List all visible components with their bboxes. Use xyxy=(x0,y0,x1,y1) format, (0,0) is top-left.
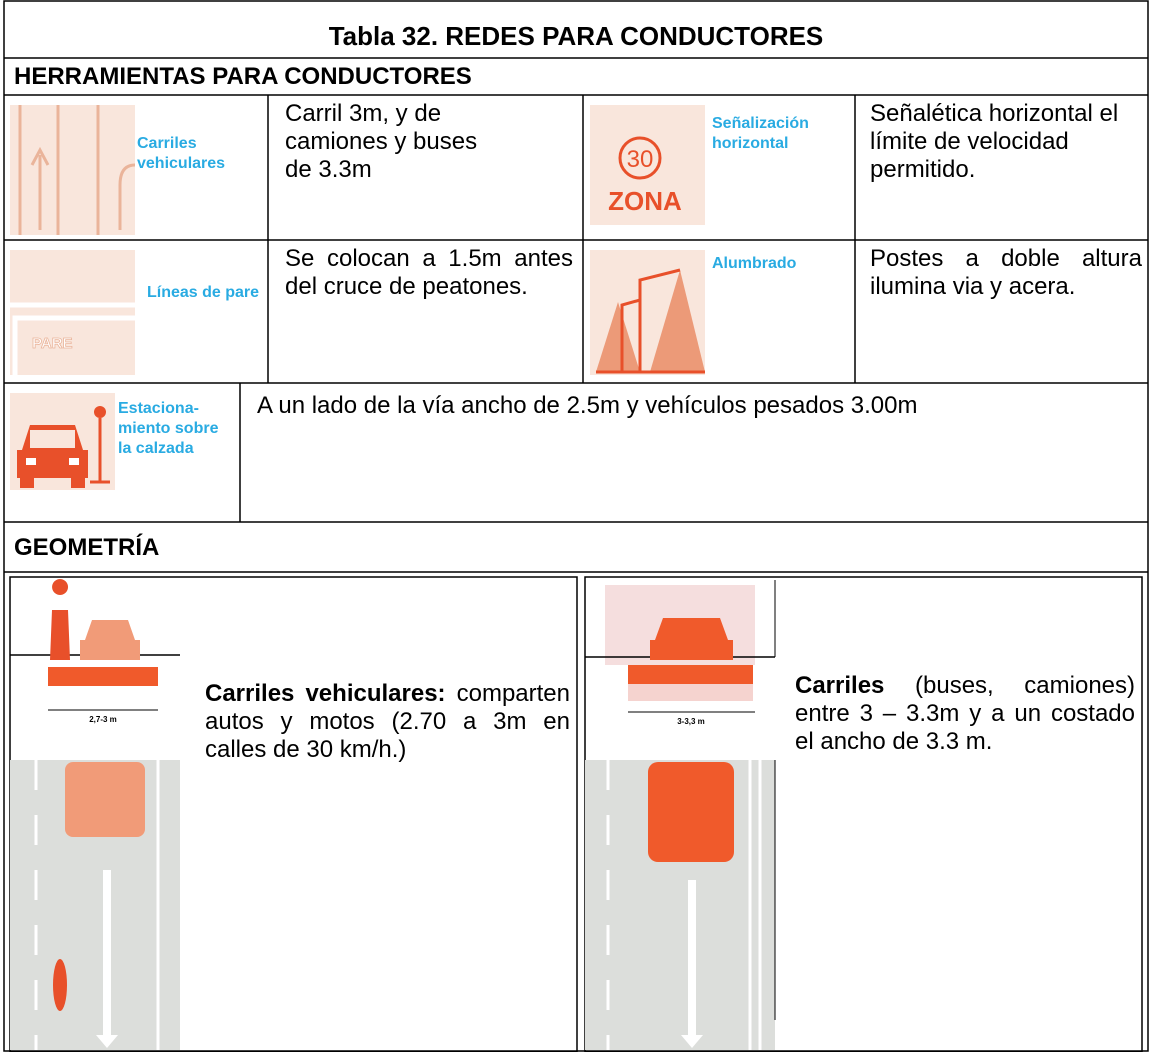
icon-label: Alumbrado xyxy=(712,255,797,272)
description: Señalética horizontal el límite de veloc… xyxy=(870,100,1119,183)
description: Postes a doble altura ilumina via y acer… xyxy=(870,245,1142,300)
speed-icon: 30 ZONA Señalización horizontal xyxy=(590,105,809,225)
icon-text: ZONA xyxy=(608,186,682,216)
geometry-body: comparten autos y motos (2.70 a 3m en ca… xyxy=(205,680,570,763)
geometry-text: Carriles (buses, camiones) entre 3 – 3.3… xyxy=(795,672,1135,756)
bus-lane-diagram: 3-3,3 m xyxy=(585,580,776,1050)
icon-label: Líneas de pare xyxy=(147,284,259,301)
geometry-title: Carriles xyxy=(795,672,885,699)
stop-line-icon: PARE Líneas de pare xyxy=(10,250,259,375)
lanes-icon: Carriles vehiculares xyxy=(10,105,225,235)
dimension-label: 2,7-3 m xyxy=(89,715,117,724)
description: Se colocan a 1.5m antes del cruce de pea… xyxy=(285,245,573,300)
icon-label: Carriles vehiculares xyxy=(137,135,225,172)
icon-label: Estaciona-miento sobre la calzada xyxy=(118,400,219,457)
parking-icon: Estaciona-miento sobre la calzada xyxy=(10,393,219,490)
lane-diagram: 2,7-3 m xyxy=(10,579,180,1050)
geometry-title: Carriles vehiculares: xyxy=(205,680,446,707)
geometry-body: (buses, camiones) entre 3 – 3.3m y a un … xyxy=(795,672,1136,755)
geometry-text: Carriles vehiculares: comparten autos y … xyxy=(205,680,570,764)
description: A un lado de la vía ancho de 2.5m y vehí… xyxy=(257,392,918,419)
icon-label: Señalización horizontal xyxy=(712,115,809,152)
section-heading: GEOMETRÍA xyxy=(14,534,160,561)
table-title: Tabla 32. REDES PARA CONDUCTORES xyxy=(328,21,824,51)
icon-text: 30 xyxy=(627,146,654,173)
lighting-icon: Alumbrado xyxy=(590,250,797,375)
section-heading: HERRAMIENTAS PARA CONDUCTORES xyxy=(14,63,472,90)
description: Carril 3m, y de camiones y buses de 3.3m xyxy=(285,100,478,183)
dimension-label: 3-3,3 m xyxy=(677,717,705,726)
icon-text: PARE xyxy=(32,335,73,352)
